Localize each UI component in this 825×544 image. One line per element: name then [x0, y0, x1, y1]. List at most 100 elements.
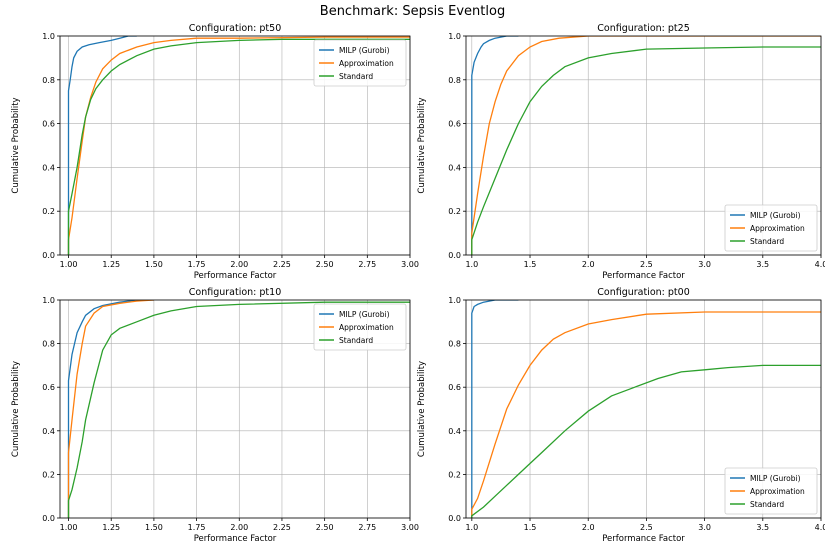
legend-label: MILP (Gurobi) — [339, 46, 390, 55]
legend-box — [313, 39, 407, 87]
legend-label: MILP (Gurobi) — [750, 474, 801, 483]
x-tick-label: 3.5 — [756, 523, 769, 532]
x-tick-label: 2.50 — [316, 523, 334, 532]
subplot-2: 1.0 1.5 2.0 2.5 3.0 3.5 4.0 0.0 0.2 0.4 0.6 0.8 1.0 C… — [417, 23, 825, 281]
legend-box — [724, 204, 818, 252]
x-axis-label: Performance Factor — [602, 534, 685, 544]
y-tick-label: 0.2 — [448, 470, 461, 479]
y-tick-label: 0.2 — [42, 470, 55, 479]
series-line-approx — [67, 36, 410, 255]
subplot-4: 1.0 1.5 2.0 2.5 3.0 3.5 4.0 0.0 0.2 0.4 0.6 0.8 1.0 C… — [417, 287, 825, 544]
x-tick-label: 1.50 — [145, 260, 163, 269]
x-tick-label: 4.0 — [815, 523, 825, 532]
y-tick-label: 0.2 — [42, 207, 55, 216]
y-tick-label: 0.0 — [42, 251, 55, 260]
y-tick-label: 1.0 — [448, 296, 461, 305]
y-tick-label: 1.0 — [448, 32, 461, 41]
y-tick-label: 1.0 — [42, 296, 55, 305]
series-line-milp — [471, 36, 519, 255]
series-line-standard — [67, 301, 410, 518]
y-tick-label: 0.0 — [448, 251, 461, 260]
y-tick-label: 0.6 — [42, 383, 55, 392]
legend-label: Standard — [339, 336, 373, 345]
y-tick-label: 0.8 — [448, 340, 461, 349]
x-tick-label: 2.0 — [582, 523, 595, 532]
legend-label: Approximation — [339, 59, 394, 68]
axes-frame — [59, 35, 411, 256]
x-tick-label: 1.75 — [188, 523, 206, 532]
axes-frame — [465, 35, 822, 256]
x-tick-label: 2.75 — [358, 260, 376, 269]
legend: MILP (Gurobi) Approximation Standard — [724, 467, 818, 515]
legend-label: MILP (Gurobi) — [339, 310, 390, 319]
legend-label: Approximation — [750, 224, 805, 233]
axes-frame — [465, 299, 822, 519]
subplot-title: Configuration: pt25 — [597, 23, 690, 34]
x-tick-label: 3.00 — [401, 523, 419, 532]
legend-label: MILP (Gurobi) — [750, 211, 801, 220]
y-tick-label: 0.4 — [42, 163, 55, 172]
x-tick-label: 4.0 — [815, 260, 825, 269]
x-tick-label: 2.00 — [230, 260, 248, 269]
x-tick-label: 1.0 — [465, 523, 478, 532]
legend-label: Standard — [339, 72, 373, 81]
series-line-approx — [471, 311, 821, 518]
y-tick-label: 0.8 — [42, 76, 55, 85]
legend-label: Approximation — [339, 323, 394, 332]
series-line-milp — [67, 36, 137, 255]
x-tick-label: 2.5 — [640, 523, 653, 532]
legend-label: Standard — [750, 237, 784, 246]
subplot-title: Configuration: pt50 — [189, 23, 282, 34]
subplot-3: 1.00 1.25 1.50 1.75 2.00 2.25 2.50 2.75 3.00 0.0 0… — [11, 287, 419, 544]
legend-box — [724, 467, 818, 515]
y-tick-label: 0.8 — [448, 76, 461, 85]
series-line-approx — [67, 300, 154, 518]
y-axis-label: Cumulative Probability — [11, 97, 21, 193]
x-axis-label: Performance Factor — [602, 271, 685, 281]
y-tick-label: 0.4 — [42, 427, 55, 436]
legend: MILP (Gurobi) Approximation Standard — [724, 204, 818, 252]
x-axis-label: Performance Factor — [194, 271, 277, 281]
x-tick-label: 3.0 — [698, 523, 711, 532]
series-line-standard — [471, 46, 821, 255]
x-tick-label: 2.00 — [230, 523, 248, 532]
x-tick-label: 2.25 — [273, 260, 291, 269]
series-line-standard — [67, 38, 410, 255]
legend: MILP (Gurobi) Approximation Standard — [313, 39, 407, 87]
x-tick-label: 1.5 — [524, 260, 537, 269]
legend-box — [313, 303, 407, 351]
y-tick-label: 0.6 — [42, 120, 55, 129]
series-line-approx — [471, 36, 821, 255]
y-tick-label: 0.2 — [448, 207, 461, 216]
x-tick-label: 1.50 — [145, 523, 163, 532]
subplot-title: Configuration: pt00 — [597, 287, 690, 298]
x-axis-label: Performance Factor — [194, 534, 277, 544]
x-tick-label: 3.00 — [401, 260, 419, 269]
series-line-milp — [67, 300, 154, 518]
x-tick-label: 2.50 — [316, 260, 334, 269]
x-tick-label: 3.5 — [756, 260, 769, 269]
y-tick-label: 0.8 — [42, 340, 55, 349]
legend-label: Standard — [750, 500, 784, 509]
x-tick-label: 1.00 — [60, 260, 78, 269]
x-tick-label: 1.00 — [60, 523, 78, 532]
axes-frame — [59, 299, 411, 519]
y-axis-label: Cumulative Probability — [417, 97, 427, 193]
x-tick-label: 1.0 — [465, 260, 478, 269]
x-tick-label: 1.5 — [524, 523, 537, 532]
x-tick-label: 3.0 — [698, 260, 711, 269]
y-tick-label: 0.0 — [42, 514, 55, 523]
x-tick-label: 1.75 — [188, 260, 206, 269]
subplot-title: Configuration: pt10 — [189, 287, 282, 298]
y-tick-label: 0.6 — [448, 383, 461, 392]
series-line-standard — [471, 364, 821, 518]
x-tick-label: 2.25 — [273, 523, 291, 532]
x-tick-label: 1.25 — [102, 523, 120, 532]
legend: MILP (Gurobi) Approximation Standard — [313, 303, 407, 351]
subplot-1: 1.00 1.25 1.50 1.75 2.00 2.25 2.50 2.75 3.00 0.0 0… — [11, 23, 419, 281]
x-tick-label: 2.0 — [582, 260, 595, 269]
y-axis-label: Cumulative Probability — [417, 361, 427, 457]
series-line-milp — [471, 300, 519, 518]
